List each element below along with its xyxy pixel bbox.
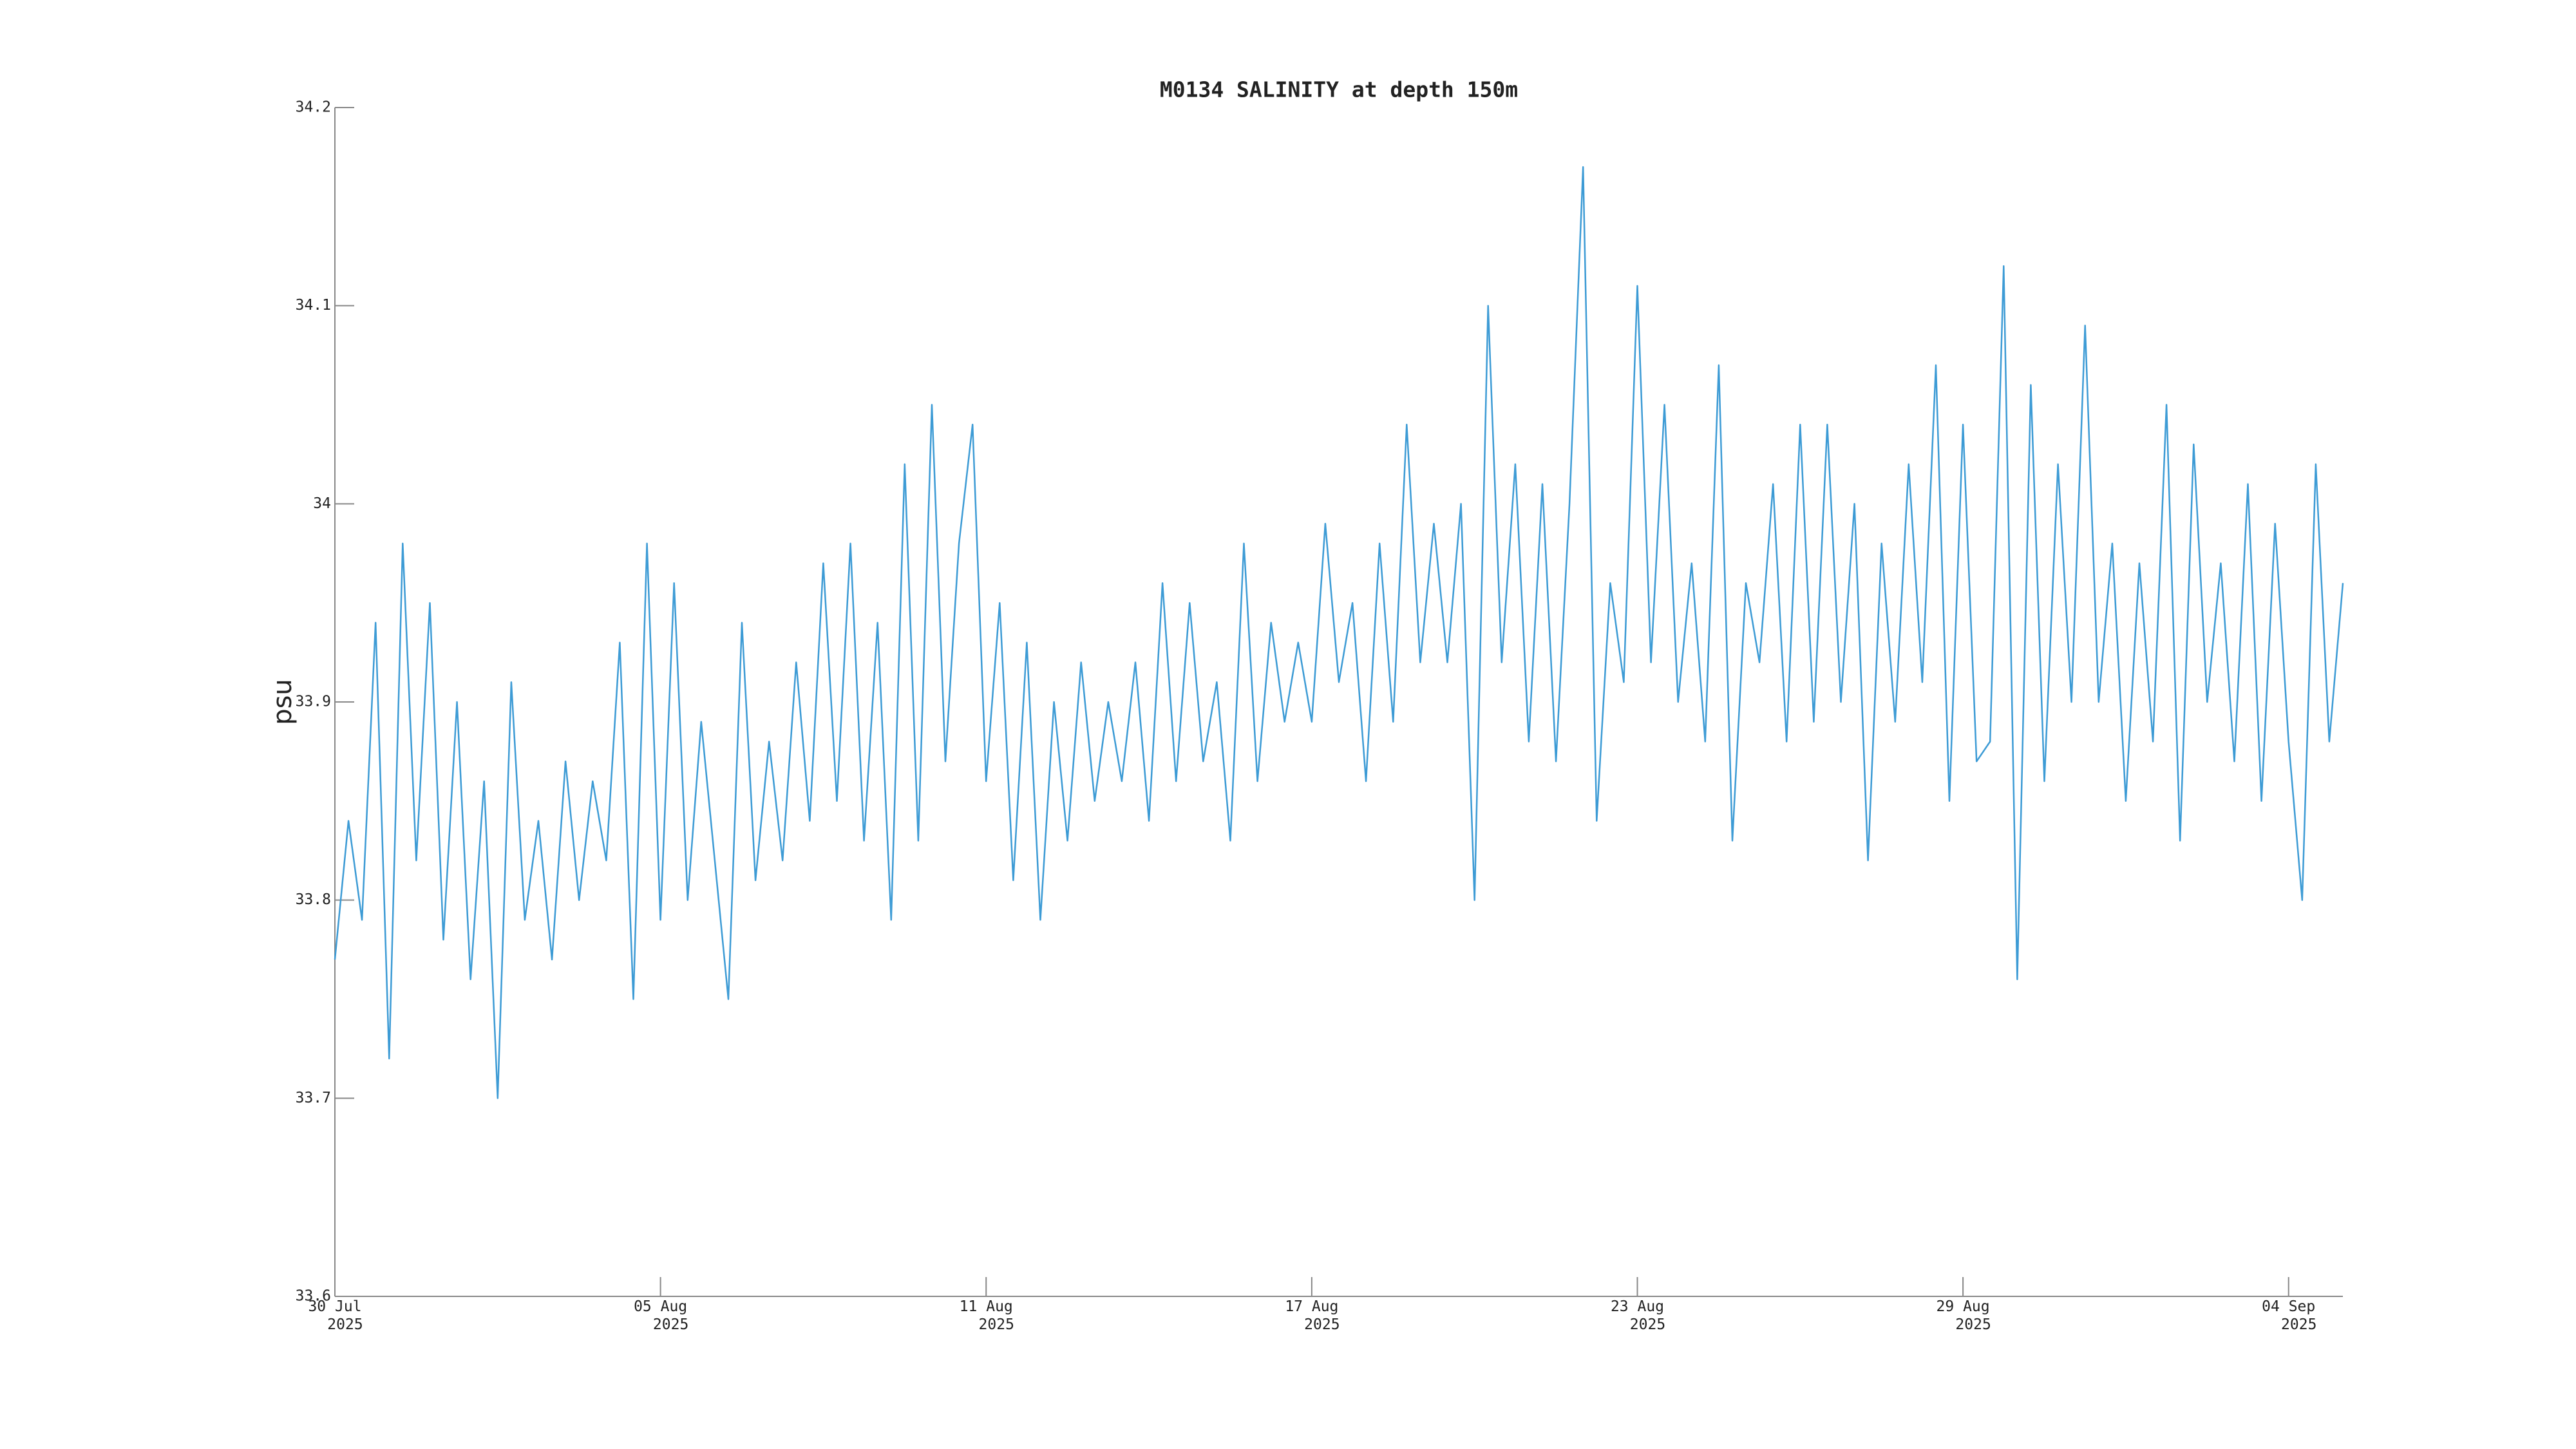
y-axis-label: psu [268,679,298,725]
y-tick-label: 34 [313,495,331,512]
y-tick-label: 34.2 [296,99,331,116]
y-tick-label: 33.7 [296,1090,331,1106]
data-line [334,166,2344,1099]
x-tick-label: 17 Aug 2025 [1285,1298,1340,1333]
x-tick-label: 11 Aug 2025 [960,1298,1014,1333]
x-tick-label: 05 Aug 2025 [634,1298,688,1333]
y-tick-label: 34.1 [296,297,331,314]
y-tick-label: 33.8 [296,891,331,908]
x-tick-label: 04 Sep 2025 [2262,1298,2316,1333]
y-tick-label: 33.6 [296,1288,331,1305]
chart-title: M0134 SALINITY at depth 150m [1160,77,1518,102]
x-tick-label: 23 Aug 2025 [1611,1298,1665,1333]
x-tick-label: 30 Jul 2025 [308,1298,363,1333]
y-tick-label: 33.9 [296,694,331,710]
x-tick-label: 29 Aug 2025 [1937,1298,1991,1333]
